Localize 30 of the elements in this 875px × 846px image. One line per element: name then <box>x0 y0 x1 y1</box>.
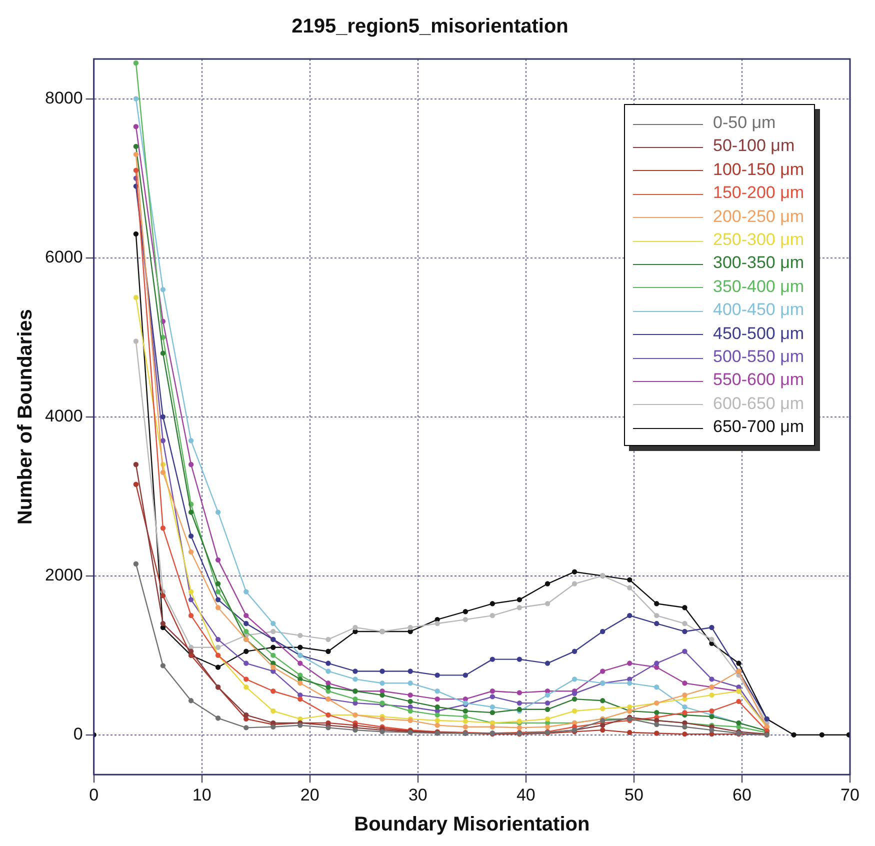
legend-label: 550-600 μm <box>713 370 804 390</box>
x-tick-label: 70 <box>840 785 860 804</box>
y-tick-label: 8000 <box>44 88 83 108</box>
x-tick-label: 30 <box>408 785 428 804</box>
legend-label: 500-550 μm <box>713 347 804 366</box>
legend-label: 150-200 μm <box>713 183 804 202</box>
x-tick-label: 60 <box>732 785 752 804</box>
legend-label: 250-300 μm <box>713 230 804 250</box>
x-tick-label: 40 <box>516 785 536 804</box>
y-tick-label: 4000 <box>44 406 83 426</box>
x-tick-label: 0 <box>89 785 99 804</box>
y-axis-title: Number of Boundaries <box>14 309 37 525</box>
legend-label: 650-700 μm <box>713 417 804 436</box>
y-tick-label: 2000 <box>44 566 83 585</box>
y-tick-label: 6000 <box>44 247 83 266</box>
x-tick-label: 50 <box>624 785 644 804</box>
x-axis-title: Boundary Misorientation <box>354 814 590 836</box>
legend-label: 350-400 μm <box>713 276 804 296</box>
legend-label: 0-50 μm <box>713 113 776 132</box>
legend-label: 200-250 μm <box>713 206 804 226</box>
chart-title: 2195_region5_misorientation <box>292 16 568 38</box>
legend-label: 50-100 μm <box>713 136 795 156</box>
x-tick-label: 10 <box>192 785 212 804</box>
y-tick-label: 0 <box>73 724 83 744</box>
legend-label: 600-650 μm <box>713 394 804 413</box>
x-tick-label: 20 <box>300 785 320 804</box>
legend-label: 100-150 μm <box>713 160 804 179</box>
legend-label: 400-450 μm <box>713 300 804 320</box>
legend-label: 300-350 μm <box>713 253 804 272</box>
legend-label: 450-500 μm <box>713 324 804 343</box>
